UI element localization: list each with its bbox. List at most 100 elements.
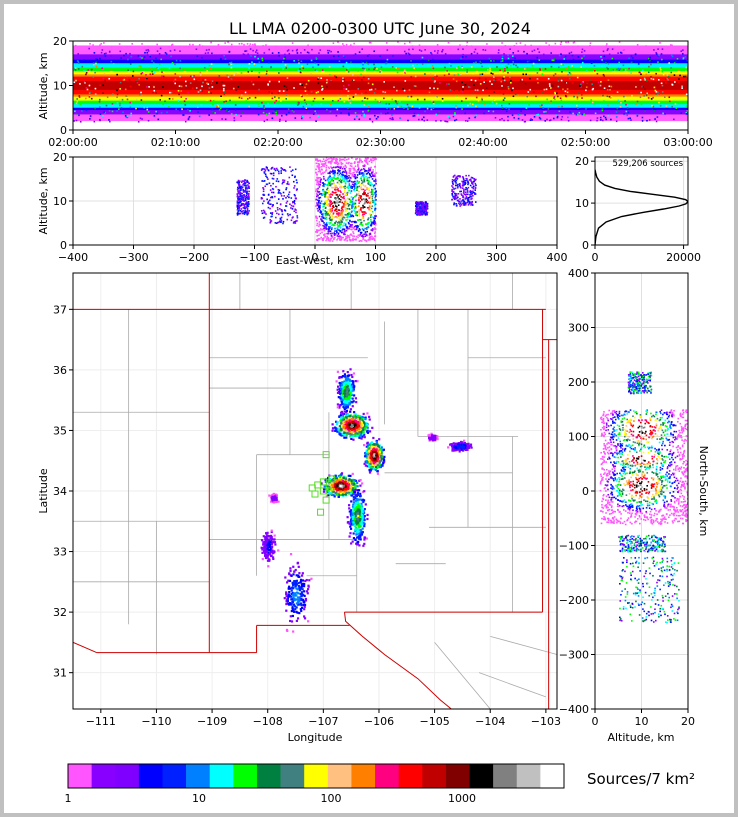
altitude-source bbox=[347, 95, 349, 97]
ew-source bbox=[359, 239, 362, 242]
altitude-source bbox=[413, 112, 416, 115]
ew-source bbox=[336, 231, 338, 234]
ew-source bbox=[364, 192, 366, 195]
altitude-source bbox=[375, 117, 378, 120]
ew-source bbox=[374, 222, 376, 224]
altitude-source bbox=[301, 65, 303, 68]
ew-source bbox=[277, 192, 280, 194]
ew-source bbox=[316, 224, 318, 227]
ew-source bbox=[346, 178, 348, 180]
ew-source bbox=[370, 191, 373, 193]
ew-source bbox=[465, 193, 468, 196]
ew-source bbox=[369, 168, 371, 170]
ew-source bbox=[365, 175, 367, 178]
ew-source bbox=[451, 198, 453, 201]
ew-source bbox=[315, 179, 317, 181]
ew-source bbox=[246, 198, 249, 200]
altitude-source bbox=[435, 113, 437, 116]
altitude-source bbox=[397, 41, 399, 43]
ew-source bbox=[324, 194, 326, 196]
altitude-source bbox=[81, 110, 83, 112]
plan-source bbox=[366, 442, 369, 445]
altitude-source bbox=[363, 113, 366, 116]
ew-source bbox=[290, 207, 292, 209]
plan-source bbox=[372, 467, 375, 470]
ew-source bbox=[358, 209, 360, 212]
ew-source bbox=[282, 198, 284, 200]
plan-source bbox=[379, 448, 383, 451]
ew-source bbox=[325, 238, 328, 240]
ew-source bbox=[374, 195, 377, 197]
altitude-source bbox=[275, 113, 278, 116]
plan-source bbox=[342, 485, 346, 488]
ew-source bbox=[324, 207, 327, 210]
ew-source bbox=[339, 214, 341, 217]
ew-source bbox=[362, 238, 364, 241]
ew-source bbox=[236, 214, 239, 216]
altitude-source bbox=[147, 50, 150, 52]
altitude-source bbox=[216, 105, 218, 107]
ew-source bbox=[316, 222, 319, 225]
ew-source bbox=[339, 212, 342, 215]
ew-source bbox=[337, 232, 340, 235]
ew-source bbox=[247, 184, 249, 186]
ew-source bbox=[318, 223, 321, 225]
ew-source bbox=[247, 187, 249, 189]
x-tick-label: −100 bbox=[239, 251, 269, 264]
altitude-source bbox=[650, 98, 653, 100]
ew-source bbox=[336, 235, 339, 237]
altitude-source bbox=[565, 95, 568, 98]
altitude-source bbox=[407, 108, 409, 110]
altitude-source bbox=[118, 108, 120, 110]
altitude-source bbox=[120, 47, 122, 49]
ew-source bbox=[474, 186, 477, 189]
altitude-source bbox=[385, 62, 387, 65]
altitude-source bbox=[371, 83, 374, 86]
altitude-source bbox=[506, 66, 508, 69]
altitude-source bbox=[492, 76, 495, 78]
altitude-source bbox=[659, 104, 662, 107]
altitude-source bbox=[461, 108, 463, 110]
ew-source bbox=[238, 190, 240, 192]
ew-source bbox=[469, 193, 471, 196]
ew-source bbox=[344, 233, 346, 236]
ew-source bbox=[417, 212, 420, 214]
altitude-source bbox=[591, 101, 594, 104]
ew-source bbox=[292, 222, 295, 224]
altitude-source bbox=[573, 95, 575, 98]
ew-source bbox=[356, 176, 359, 179]
altitude-source bbox=[334, 75, 336, 78]
altitude-source bbox=[179, 109, 181, 112]
ew-source bbox=[337, 174, 339, 177]
ew-source bbox=[269, 221, 272, 223]
altitude-source bbox=[164, 100, 166, 103]
altitude-source bbox=[185, 80, 187, 83]
ew-source bbox=[335, 208, 338, 210]
ew-source bbox=[237, 179, 240, 182]
altitude-source bbox=[286, 50, 289, 52]
altitude-source bbox=[403, 50, 406, 53]
altitude-source bbox=[635, 86, 637, 88]
ew-source bbox=[317, 180, 320, 183]
ew-source bbox=[356, 157, 359, 160]
ew-source bbox=[343, 171, 346, 173]
ew-source bbox=[350, 199, 352, 202]
ew-source bbox=[374, 203, 377, 205]
altitude-source bbox=[110, 60, 113, 63]
ew-source bbox=[374, 223, 377, 226]
altitude-source bbox=[507, 86, 510, 88]
plan-source bbox=[375, 450, 378, 453]
river-boundary bbox=[344, 612, 452, 709]
altitude-source bbox=[230, 78, 233, 80]
altitude-source bbox=[684, 75, 687, 78]
ew-source bbox=[423, 211, 425, 214]
altitude-source bbox=[650, 77, 653, 80]
altitude-source bbox=[122, 111, 124, 113]
ew-source bbox=[333, 161, 336, 164]
altitude-source bbox=[288, 111, 290, 114]
altitude-source bbox=[149, 55, 151, 58]
altitude-source bbox=[530, 118, 532, 120]
altitude-source bbox=[501, 64, 504, 67]
ew-source bbox=[325, 170, 327, 172]
ew-source bbox=[364, 169, 367, 172]
